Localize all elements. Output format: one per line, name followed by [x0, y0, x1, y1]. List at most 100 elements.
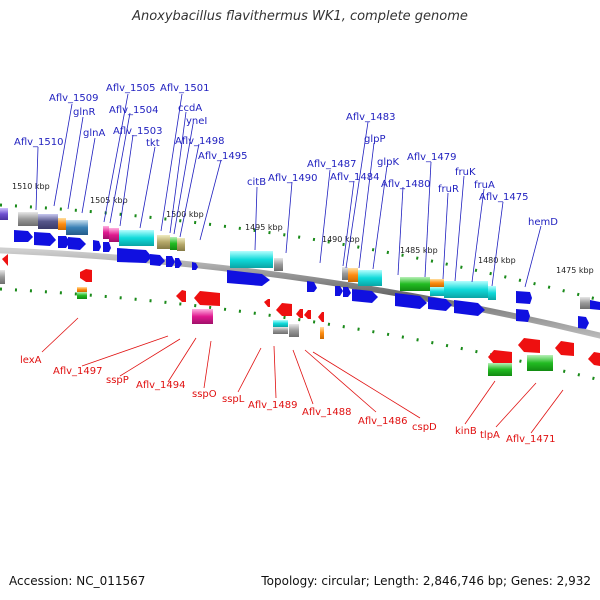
- genome-stats-text: Topology: circular; Length: 2,846,746 bp…: [261, 574, 591, 588]
- gene-label-hemd: hemD: [528, 217, 558, 228]
- reverse-gene-arrow: [176, 290, 186, 302]
- forward-gene-arrow: [68, 237, 86, 250]
- gene-label-frur: fruR: [438, 184, 459, 195]
- gene-label-aflv1505: Aflv_1505: [106, 83, 156, 94]
- feature-box: [400, 277, 430, 291]
- forward-gene-arrow: [103, 242, 111, 252]
- gene-label-aflv1501: Aflv_1501: [160, 83, 210, 94]
- reverse-gene-arrow: [304, 310, 311, 319]
- feature-box: [430, 279, 444, 287]
- forward-gene-arrow: [343, 287, 351, 297]
- feature-box: [430, 287, 444, 296]
- forward-feature-boxes: [0, 208, 590, 309]
- feature-box: [103, 226, 109, 239]
- genome-title: Anoxybacillus flavithermus WK1, complete…: [132, 9, 468, 24]
- forward-gene-arrow: [516, 309, 530, 322]
- gene-label-cspd: cspD: [412, 422, 437, 433]
- feature-box: [230, 251, 273, 268]
- gene-label-aflv1503: Aflv_1503: [113, 126, 163, 137]
- gene-label-aflv1509: Aflv_1509: [49, 93, 99, 104]
- kbp-tick-1480: 1480 kbp: [478, 256, 516, 265]
- upper-tick-row: [0, 203, 600, 302]
- reverse-gene-arrow: [276, 303, 292, 316]
- forward-gene-arrow: [395, 293, 427, 309]
- gene-label-aflv1483: Aflv_1483: [346, 112, 396, 123]
- feature-box: [274, 258, 283, 271]
- gene-label-aflv1490: Aflv_1490: [268, 173, 318, 184]
- kbp-tick-1490: 1490 kbp: [322, 235, 360, 244]
- feature-box: [488, 363, 512, 376]
- feature-box: [18, 212, 38, 226]
- gene-label-aflv1489: Aflv_1489: [248, 400, 298, 411]
- gene-label-sspp: sspP: [106, 375, 129, 386]
- feature-box: [58, 218, 66, 230]
- gene-label-aflv1480: Aflv_1480: [381, 179, 431, 190]
- gene-label-aflv1497: Aflv_1497: [53, 366, 103, 377]
- gene-label-citb: citB: [247, 177, 266, 188]
- forward-gene-arrow: [335, 286, 343, 296]
- gene-label-tlpa: tlpA: [480, 430, 500, 441]
- feature-box: [488, 286, 496, 300]
- reverse-gene-arrow: [264, 299, 270, 307]
- reverse-gene-arrow: [194, 291, 220, 306]
- gene-label-aflv1471: Aflv_1471: [506, 434, 556, 445]
- reverse-gene-arrow: [588, 352, 600, 366]
- forward-gene-arrows: [14, 230, 600, 329]
- gene-label-tkt: tkt: [146, 138, 160, 149]
- feature-box: [77, 287, 87, 292]
- forward-gene-arrow: [516, 291, 532, 304]
- feature-box: [273, 327, 288, 334]
- feature-box: [273, 320, 288, 327]
- feature-box: [119, 230, 154, 246]
- gene-label-kinb: kinB: [455, 426, 477, 437]
- feature-box: [580, 297, 590, 309]
- gene-label-lexa: lexA: [20, 355, 42, 366]
- feature-box: [320, 327, 324, 339]
- feature-box: [170, 237, 177, 250]
- feature-box: [109, 228, 119, 242]
- reverse-feature-boxes: [0, 270, 553, 376]
- forward-gene-arrow: [58, 236, 70, 248]
- gene-label-aflv1495: Aflv_1495: [198, 151, 248, 162]
- feature-box: [157, 235, 170, 249]
- feature-box: [527, 355, 553, 371]
- gene-label-ynei: yneI: [186, 116, 207, 127]
- reverse-gene-arrow: [80, 269, 92, 282]
- feature-box: [66, 220, 88, 235]
- feature-box: [342, 267, 348, 280]
- forward-gene-arrow: [34, 232, 56, 246]
- feature-box: [289, 324, 299, 337]
- forward-gene-arrow: [454, 300, 485, 316]
- reverse-gene-arrow: [318, 312, 324, 322]
- gene-label-aflv1510: Aflv_1510: [14, 137, 64, 148]
- gene-label-fruk: fruK: [455, 167, 476, 178]
- gene-label-aflv1494: Aflv_1494: [136, 380, 186, 391]
- feature-box: [358, 270, 382, 286]
- gene-label-aflv1486: Aflv_1486: [358, 416, 408, 427]
- accession-text: Accession: NC_011567: [9, 574, 146, 588]
- gene-label-aflv1479: Aflv_1479: [407, 152, 457, 163]
- feature-box: [348, 268, 358, 282]
- forward-gene-arrow: [428, 297, 452, 311]
- gene-label-sspo: sspO: [192, 389, 217, 400]
- reverse-gene-arrow: [518, 338, 540, 353]
- feature-box: [192, 309, 213, 324]
- gene-label-aflv1487: Aflv_1487: [307, 159, 357, 170]
- reverse-gene-arrow: [2, 254, 8, 266]
- gene-label-glpp: glpP: [364, 134, 386, 145]
- forward-gene-arrow: [117, 248, 152, 263]
- reverse-gene-arrow: [488, 350, 512, 365]
- feature-box: [177, 238, 185, 251]
- gene-label-glnr: glnR: [73, 107, 95, 118]
- feature-box: [0, 208, 8, 220]
- reverse-gene-labels: lexA Aflv_1497 sspP Aflv_1494 sspO sspL …: [20, 317, 564, 445]
- forward-gene-arrow: [150, 254, 165, 266]
- gene-label-aflv1475: Aflv_1475: [479, 192, 529, 203]
- forward-gene-arrow: [590, 300, 600, 310]
- forward-gene-labels: Aflv_1510 Aflv_1509 glnR glnA Aflv_1505 …: [14, 83, 558, 288]
- forward-gene-arrow: [175, 258, 182, 268]
- kbp-tick-1475: 1475 kbp: [556, 266, 594, 275]
- reverse-gene-arrow: [555, 341, 574, 356]
